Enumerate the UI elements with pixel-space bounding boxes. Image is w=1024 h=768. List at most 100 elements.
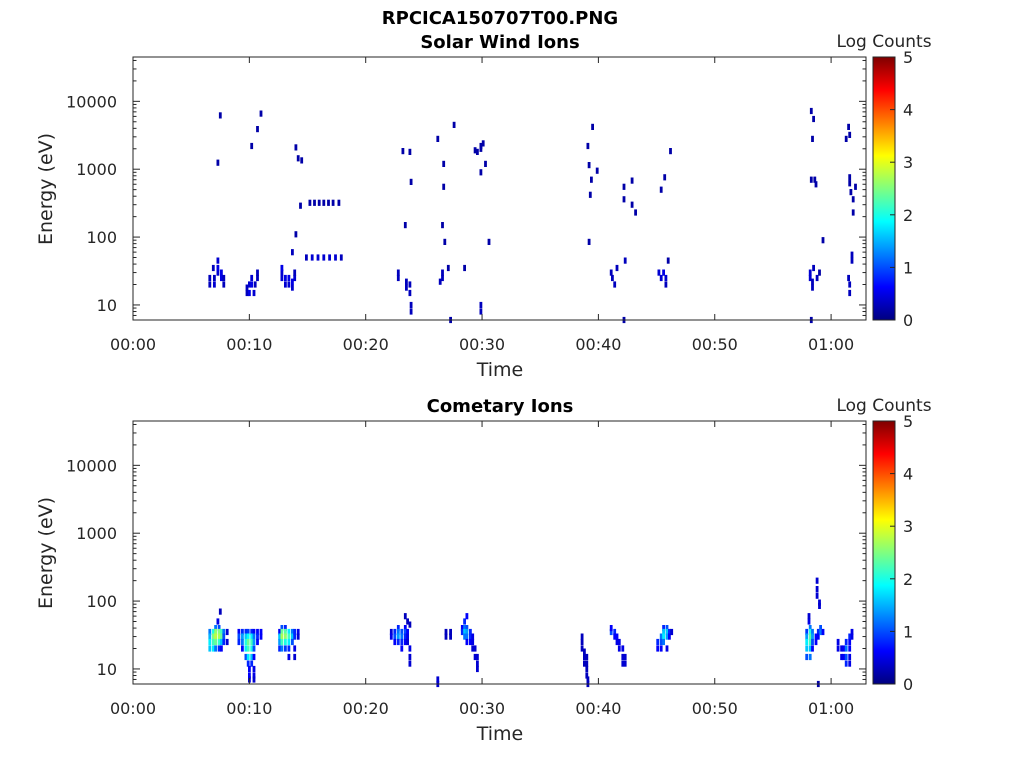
data-cell (670, 628, 674, 636)
data-cell (580, 645, 584, 652)
data-cell (622, 183, 626, 190)
data-cell (244, 645, 248, 652)
data-cell (811, 645, 814, 652)
data-cell (294, 231, 298, 238)
data-cell (403, 628, 407, 636)
colorbar-tick-label: 3 (903, 517, 913, 536)
data-cell (811, 278, 814, 285)
data-cell (844, 645, 848, 652)
x-tick-label: 00:30 (459, 699, 505, 718)
data-cell (473, 653, 477, 661)
data-cell (842, 653, 846, 661)
data-cell (663, 174, 667, 181)
data-cell (213, 281, 216, 288)
data-cell (409, 308, 413, 315)
y-tick-label: 100 (86, 592, 117, 611)
data-cell (393, 638, 397, 646)
data-cell (244, 638, 248, 646)
data-cell (665, 633, 669, 640)
data-cell (400, 628, 404, 636)
data-cell (284, 645, 287, 652)
data-cell (465, 633, 469, 640)
data-cell (585, 653, 589, 661)
data-cell (322, 254, 326, 261)
data-cell (389, 633, 393, 640)
data-cell (814, 181, 818, 188)
data-cell (463, 618, 466, 625)
data-cell (220, 633, 223, 640)
data-cell (225, 628, 229, 636)
data-cell (609, 625, 613, 632)
data-cell (291, 278, 294, 285)
data-cell (463, 264, 466, 272)
data-cell (250, 653, 254, 661)
data-cell (836, 645, 840, 652)
data-cell (481, 140, 485, 147)
data-cell (216, 269, 220, 276)
data-cell (211, 264, 215, 272)
data-cell (819, 625, 822, 632)
data-cell (291, 284, 294, 291)
data-cell (659, 186, 663, 193)
data-cell (811, 638, 814, 646)
data-cell (662, 625, 665, 632)
data-cell (337, 199, 341, 206)
data-cell (208, 638, 212, 646)
data-cell (659, 638, 663, 646)
data-cell (327, 199, 330, 206)
data-cell (208, 645, 212, 652)
data-cell (613, 628, 617, 636)
colorbar-tick-label: 5 (903, 48, 913, 67)
panel-title: Cometary Ions (427, 396, 574, 417)
colorbar-tick-label: 1 (903, 258, 913, 277)
data-cell (334, 254, 337, 261)
data-cell (848, 645, 852, 652)
data-cell (848, 653, 852, 661)
data-cell (284, 638, 287, 646)
data-cell (438, 278, 442, 285)
data-cell (259, 110, 263, 117)
data-cell (284, 274, 287, 282)
data-cell (256, 633, 259, 640)
data-cell (300, 157, 304, 164)
data-cell (615, 633, 619, 640)
data-cell (400, 633, 404, 640)
data-cell (294, 144, 298, 151)
data-cell (280, 645, 284, 652)
data-cell (479, 301, 483, 309)
data-cell (408, 621, 412, 628)
data-cell (406, 628, 409, 636)
plot-area (132, 420, 867, 685)
data-cell (222, 638, 226, 646)
data-cell (217, 638, 221, 646)
data-cell (460, 628, 464, 636)
data-cell (216, 264, 220, 272)
data-cell (241, 645, 244, 652)
data-cell (256, 628, 259, 636)
data-cell (844, 135, 848, 142)
data-cell (668, 633, 671, 640)
data-cell (809, 107, 813, 115)
data-cell (252, 653, 256, 661)
data-cell (211, 633, 215, 640)
data-cell (808, 638, 812, 646)
data-cell (444, 628, 448, 636)
data-cell (583, 653, 586, 661)
data-cell (808, 274, 812, 282)
data-cell (248, 281, 251, 288)
data-cell (615, 638, 619, 646)
data-cell (590, 176, 593, 183)
data-cell (471, 638, 475, 646)
data-cell (218, 608, 222, 615)
data-cell (293, 653, 297, 661)
data-cell (587, 238, 591, 245)
data-cell (815, 592, 819, 599)
colorbar-label: Log Counts (836, 32, 931, 52)
y-axis-label: Energy (eV) (35, 133, 57, 245)
data-cell (409, 178, 413, 185)
data-cell (250, 274, 254, 282)
data-cell (246, 653, 250, 661)
data-cell (848, 660, 852, 667)
data-cell (250, 142, 254, 150)
